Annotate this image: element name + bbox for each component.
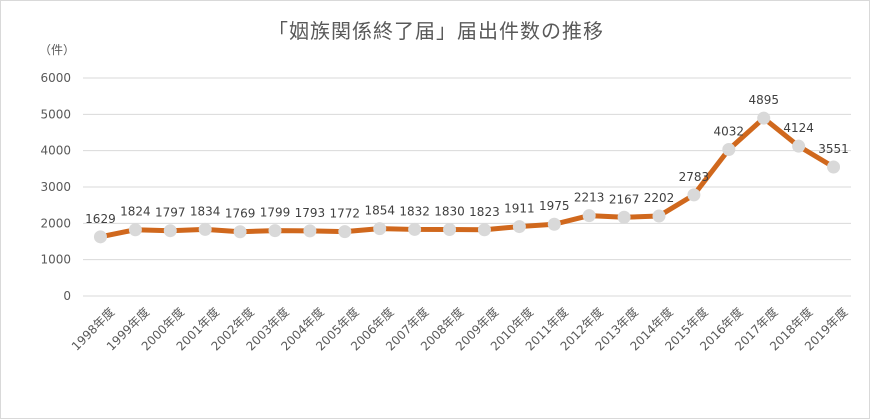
data-label: 1823 [469,205,500,219]
data-point [408,222,422,236]
y-tick-label: 1000 [40,253,71,267]
data-point [617,210,631,224]
data-label: 1797 [155,206,186,220]
data-point [198,222,212,236]
data-point [757,111,771,125]
y-tick-label: 6000 [40,71,71,85]
data-point [303,224,317,238]
data-label: 1975 [539,199,570,213]
data-point [477,223,491,237]
data-label: 4895 [748,93,779,107]
data-label: 3551 [818,142,849,156]
data-point [233,225,247,239]
data-label: 1832 [399,204,430,218]
y-tick-label: 0 [63,289,71,303]
data-label: 1799 [260,206,291,220]
data-point [163,224,177,238]
data-label: 1629 [85,212,116,226]
data-label: 2213 [574,191,605,205]
data-label: 1769 [225,207,256,221]
data-label: 1830 [434,205,465,219]
data-point [373,222,387,236]
data-point [687,188,701,202]
data-point [792,139,806,153]
data-point [128,223,142,237]
data-point [93,230,107,244]
data-point [338,225,352,239]
data-label: 1772 [330,207,361,221]
data-point [582,209,596,223]
data-label: 4032 [714,125,745,139]
data-point [443,223,457,237]
data-point [652,209,666,223]
data-point [722,143,736,157]
series-line [97,115,837,240]
y-tick-label: 2000 [40,216,71,230]
data-point [827,160,841,174]
y-axis-unit-label: （件） [39,43,76,57]
data-label: 4124 [783,121,814,135]
data-label: 1793 [295,206,326,220]
data-point [512,220,526,234]
data-label: 1911 [504,202,535,216]
data-label: 1854 [364,204,395,218]
y-tick-label: 4000 [40,144,71,158]
data-point [268,224,282,238]
y-tick-label: 3000 [40,180,71,194]
data-label: 1834 [190,204,221,218]
data-point [547,217,561,231]
chart-title: 「姻族関係終了届」届出件数の推移 [268,19,604,43]
data-label: 2202 [644,191,675,205]
y-tick-label: 5000 [40,107,71,121]
data-label: 2783 [679,170,710,184]
data-label: 2167 [609,192,640,206]
data-label: 1824 [120,205,151,219]
